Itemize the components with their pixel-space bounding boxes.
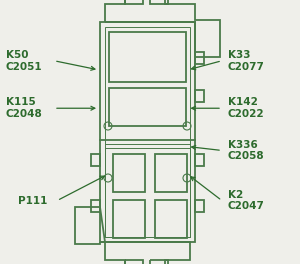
Text: K2
C2047: K2 C2047	[228, 190, 265, 211]
Text: K50
C2051: K50 C2051	[6, 50, 43, 72]
Text: K33
C2077: K33 C2077	[228, 50, 265, 72]
Text: P111: P111	[18, 196, 47, 206]
Text: K142
C2022: K142 C2022	[228, 97, 265, 119]
Text: K336
C2058: K336 C2058	[228, 140, 265, 161]
Text: K115
C2048: K115 C2048	[6, 97, 43, 119]
